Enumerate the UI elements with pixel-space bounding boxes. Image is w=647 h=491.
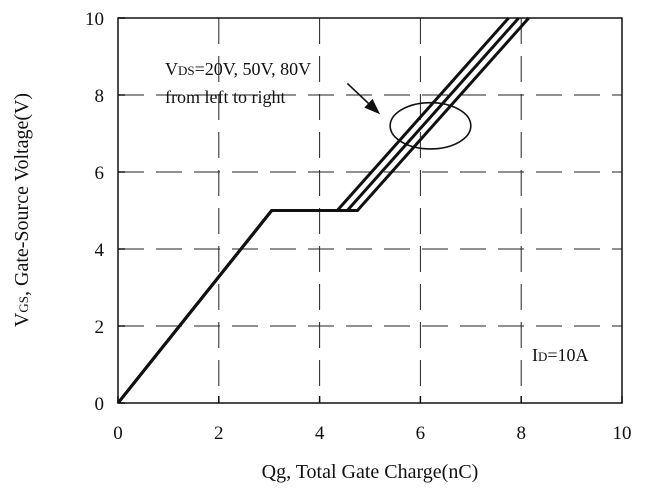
id-annotation: ID=10A [532,345,589,365]
plot-frame [117,17,623,404]
id-rest: =10A [547,345,588,365]
vds-main: V [165,59,178,79]
y-label-main: V [11,312,33,327]
y-axis-label: VGS, Gate-Source Voltage(V) [11,93,33,327]
x-tick-label: 2 [214,423,224,444]
y-label-rest: , Gate-Source Voltage(V) [11,93,33,296]
vds-rest: =20V, 50V, 80V [195,59,312,79]
y-tick-label: 10 [85,9,104,30]
x-tick-label: 4 [315,423,325,444]
y-tick-label: 8 [95,86,105,107]
x-tick-label: 6 [416,423,426,444]
order-annotation: from left to right [165,87,285,107]
y-tick-label: 6 [95,163,105,184]
annotation-arrow [346,82,369,104]
axis-ticks: 0 2 4 6 8 10 0 2 4 6 8 10 [85,9,632,444]
series-group [116,17,530,404]
y-label-sub: GS [16,296,31,313]
id-sub: D [538,349,547,364]
y-tick-label: 4 [95,240,105,261]
y-tick-label: 0 [95,394,105,415]
vds-sub: DS [178,63,195,78]
x-tick-label: 10 [613,423,632,444]
series-line-3 [116,17,530,404]
y-tick-label: 2 [95,317,105,338]
x-tick-label: 8 [516,423,526,444]
annotation-arrowhead [364,98,381,115]
x-tick-label: 0 [113,423,123,444]
annotations: VDS=20V, 50V, 80V from left to right ID=… [165,59,589,365]
annotation-ellipse [389,101,472,150]
id-main: I [532,345,538,365]
vds-annotation: VDS=20V, 50V, 80V [165,59,311,79]
x-axis-label: Qg, Total Gate Charge(nC) [262,461,479,483]
